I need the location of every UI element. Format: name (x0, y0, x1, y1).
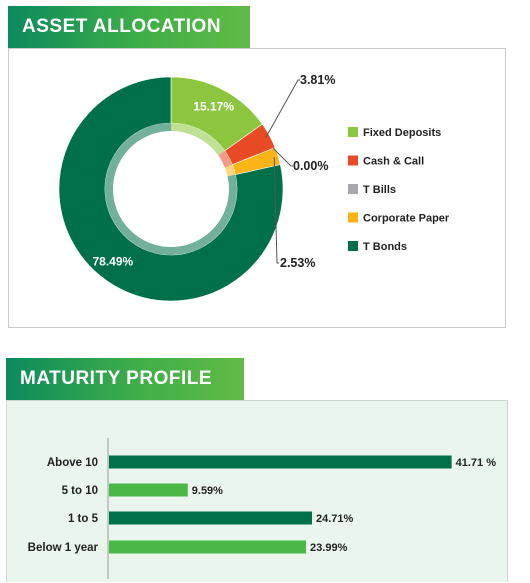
data-label-t-bonds: 78.49% (92, 255, 133, 269)
legend-swatch-fixed-deposits (348, 127, 358, 137)
legend-swatch-cash-and-call (348, 155, 358, 166)
value-label-1-to-5: 24.71% (316, 513, 354, 525)
category-label-1-to-5: 1 to 5 (68, 513, 99, 525)
legend-label-t-bills: T Bills (363, 184, 396, 196)
data-label-t-bills: 0.00% (293, 159, 328, 173)
slice-inner-band-cash-and-call (218, 150, 233, 168)
slice-inner-band-fixed-deposits (171, 123, 225, 156)
data-label-cash-and-call: 3.81% (300, 73, 335, 87)
legend-swatch-t-bills (348, 184, 358, 194)
bar-1-to-5 (109, 511, 312, 525)
leader-line-corporate-paper (273, 157, 279, 264)
category-label-below-1-year: Below 1 year (28, 542, 99, 554)
category-label-5-to-10: 5 to 10 (62, 485, 98, 497)
bar-below-1-year (109, 540, 307, 554)
category-label-above-10: Above 10 (47, 457, 98, 469)
legend-label-corporate-paper: Corporate Paper (363, 213, 450, 225)
leader-line-t-bills (272, 148, 293, 167)
value-label-below-1-year: 23.99% (310, 542, 348, 554)
maturity-bar-chart: Above 10 41.71 % 5 to 10 9.59% 1 to 5 24.71% B… (28, 438, 497, 579)
maturity-profile-panel: Above 10 41.71 % 5 to 10 9.59% 1 to 5 24.71% B… (6, 400, 508, 582)
legend-swatch-corporate-paper (348, 212, 358, 223)
value-label-5-to-10: 9.59% (192, 485, 223, 497)
leader-line-cash-and-call (265, 79, 300, 138)
donut-chart: 15.17% 78.49% 3.81% 0.00% 2.53% Fixed Deposit… (58, 73, 450, 302)
legend-label-cash-and-call: Cash & Call (363, 156, 424, 168)
bar-above-10 (109, 455, 452, 469)
data-label-fixed-deposits: 15.17% (193, 99, 234, 113)
legend-label-t-bonds: T Bonds (363, 241, 407, 253)
slice-inner-band-corporate-paper (224, 164, 236, 177)
legend-label-fixed-deposits: Fixed Deposits (363, 127, 441, 139)
data-label-corporate-paper: 2.53% (280, 256, 315, 270)
value-label-above-10: 41.71 % (456, 457, 497, 469)
asset-allocation-panel: 15.17% 78.49% 3.81% 0.00% 2.53% Fixed Deposit… (8, 48, 506, 328)
bar-5-to-10 (109, 483, 188, 497)
asset-allocation-banner: ASSET ALLOCATION (8, 6, 250, 48)
maturity-profile-banner: MATURITY PROFILE (6, 358, 244, 400)
legend-swatch-t-bonds (348, 241, 358, 251)
